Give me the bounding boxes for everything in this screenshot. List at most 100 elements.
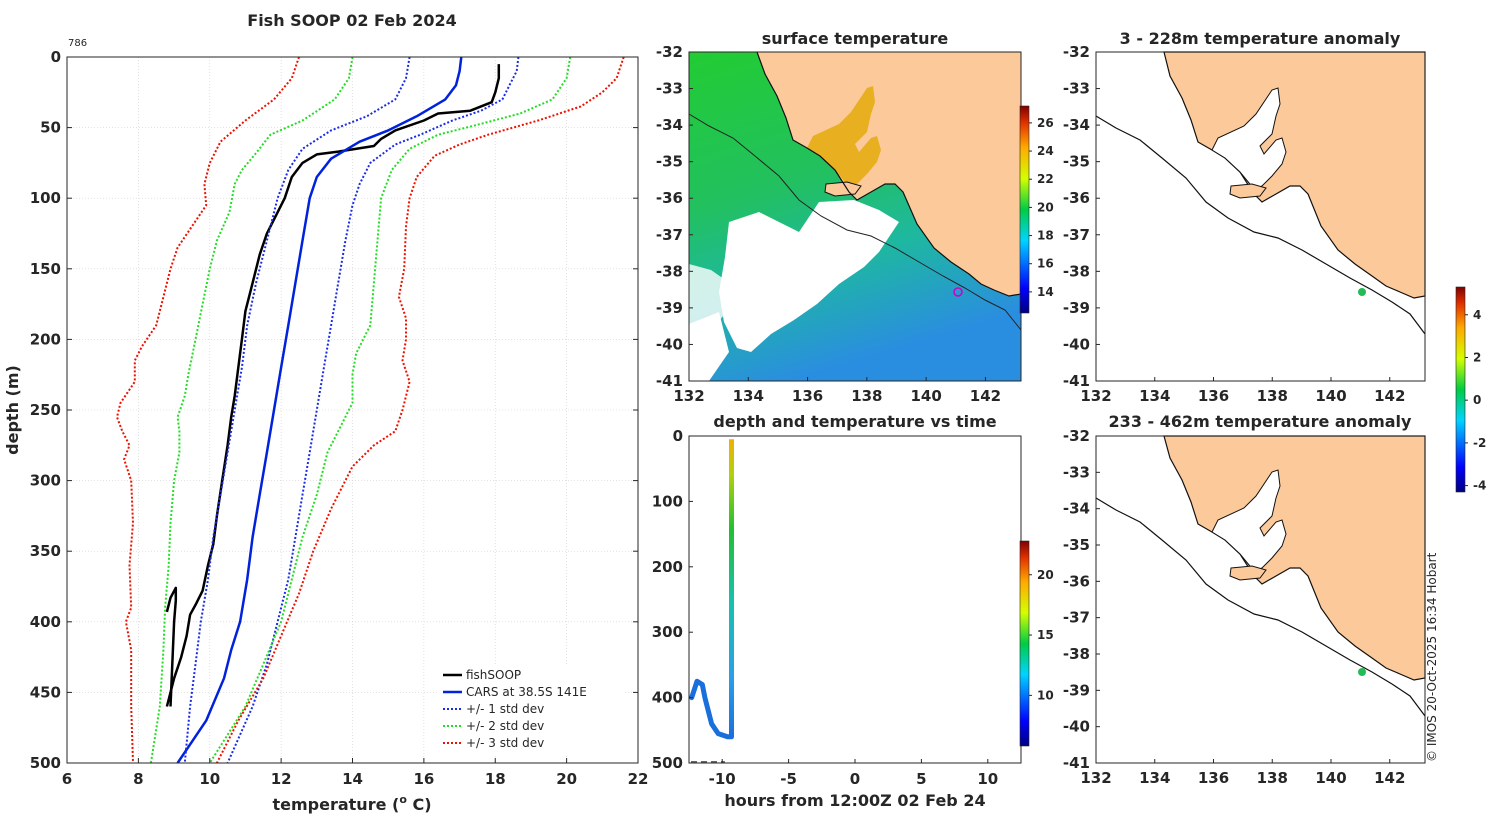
y-tick-label: 0 <box>673 427 683 445</box>
series--2-std-dev-6 <box>208 57 572 763</box>
anomaly1-land <box>1163 51 1426 299</box>
lat-tick-label: -33 <box>1063 463 1090 481</box>
time-colorbar-ticks: 10 15 20 <box>1029 568 1054 702</box>
x-tick-label: 16 <box>413 770 434 788</box>
lat-tick-label: -36 <box>656 189 683 207</box>
lon-tick-label: 132 <box>1080 387 1111 405</box>
x-tick-label: -10 <box>709 770 736 788</box>
profile-series <box>116 57 625 763</box>
lat-tick-label: -38 <box>1063 262 1090 280</box>
anomaly1-island <box>1229 183 1267 199</box>
lat-tick-label: -35 <box>656 153 683 171</box>
lat-tick-label: -40 <box>1063 718 1090 736</box>
colorbar-tick-label: -2 <box>1473 436 1486 450</box>
anomaly-map-shallow: 3 - 228m temperature anomaly 132 134 136 13… <box>1063 29 1426 405</box>
anomaly1-title: 3 - 228m temperature anomaly <box>1120 29 1401 48</box>
x-tick-label: -5 <box>780 770 797 788</box>
series--3-std-dev-8 <box>216 57 625 763</box>
lat-tick-label: -36 <box>1063 189 1090 207</box>
lon-tick-label: 138 <box>1257 769 1288 787</box>
y-tick-label: 100 <box>30 189 61 207</box>
anomaly-map-deep: 233 - 462m temperature anomaly 132 134 136… <box>1063 412 1426 787</box>
lat-tick-label: -41 <box>656 372 683 390</box>
colorbar-tick-label: 14 <box>1037 285 1054 299</box>
x-tick-label: 12 <box>271 770 292 788</box>
lat-tick-label: -40 <box>1063 335 1090 353</box>
colorbar-tick-label: 10 <box>1037 688 1054 702</box>
x-tick-label: 10 <box>199 770 220 788</box>
colorbar-tick-label: 22 <box>1037 172 1054 186</box>
x-tick-label: 14 <box>342 770 363 788</box>
sst-colorbar <box>1019 105 1030 314</box>
lat-tick-label: -32 <box>656 43 683 61</box>
lat-tick-label: -37 <box>656 226 683 244</box>
time-xlabel: hours from 12:00Z 02 Feb 24 <box>724 791 985 810</box>
lat-tick-label: -39 <box>1063 299 1090 317</box>
time-colorbar <box>1019 540 1030 747</box>
legend-std3: +/- 3 std dev <box>466 736 544 750</box>
lat-tick-label: -38 <box>656 262 683 280</box>
lon-tick-label: 136 <box>792 387 823 405</box>
x-tick-label: 18 <box>485 770 506 788</box>
profile-ticks: 6 8 10 12 14 16 18 20 22 0 50 100 150 200 250 300 350 400… <box>30 48 649 788</box>
sst-kangaroo-island <box>824 181 862 197</box>
time-trace <box>689 439 734 763</box>
lat-tick-label: -35 <box>1063 153 1090 171</box>
anomaly2-title: 233 - 462m temperature anomaly <box>1109 412 1412 431</box>
x-tick-label: 8 <box>133 770 143 788</box>
legend-std2: +/- 2 std dev <box>466 719 544 733</box>
colorbar-tick-label: 4 <box>1473 308 1481 322</box>
x-tick-label: 0 <box>850 770 860 788</box>
y-tick-label: 100 <box>652 492 683 510</box>
y-tick-label: 0 <box>51 48 61 66</box>
profile-xlabel: temperature (o C) <box>272 793 431 814</box>
colorbar-tick-label: 15 <box>1037 628 1054 642</box>
sst-contour <box>688 113 1022 331</box>
series--1-std-dev-4 <box>226 57 520 763</box>
series-fishsoop-0 <box>165 64 501 707</box>
profile-corner-label: 786 <box>68 38 87 49</box>
sst-colorbar-ticks: 14 16 18 20 22 24 26 <box>1029 116 1054 299</box>
sst-marker <box>953 287 963 297</box>
y-tick-label: 500 <box>30 754 61 772</box>
lat-tick-label: -32 <box>1063 43 1090 61</box>
lat-tick-label: -41 <box>1063 754 1090 772</box>
lon-tick-label: 134 <box>733 387 764 405</box>
series-cars-at-38-5s-141e-2 <box>176 57 463 763</box>
y-tick-label: 300 <box>30 472 61 490</box>
lon-tick-label: 132 <box>673 387 704 405</box>
colorbar-tick-label: 24 <box>1037 144 1054 158</box>
credit-text: © IMOS 20-Oct-2025 16:34 Hobart <box>1425 552 1439 762</box>
lon-tick-label: 140 <box>1315 769 1346 787</box>
legend-std1: +/- 1 std dev <box>466 702 544 716</box>
lat-tick-label: -33 <box>1063 80 1090 98</box>
profile-ylabel: depth (m) <box>3 365 22 455</box>
colorbar-tick-label: 20 <box>1037 568 1054 582</box>
y-tick-label: 250 <box>30 401 61 419</box>
profile-chart: Fish SOOP 02 Feb 2024 786 6 8 10 12 14 16 18 20… <box>3 11 648 814</box>
anomaly1-marker <box>1358 288 1366 296</box>
lon-tick-label: 132 <box>1080 769 1111 787</box>
profile-title: Fish SOOP 02 Feb 2024 <box>247 11 456 30</box>
lon-tick-label: 140 <box>1315 387 1346 405</box>
anomaly2-land <box>1163 435 1426 681</box>
anomaly2-island <box>1229 565 1267 581</box>
anomaly1-axes-box <box>1095 51 1426 382</box>
anomaly1-contour <box>1095 115 1426 335</box>
legend-cars: CARS at 38.5S 141E <box>466 685 587 699</box>
lon-tick-label: 138 <box>851 387 882 405</box>
lon-tick-label: 142 <box>970 387 1001 405</box>
series--1-std-dev-3 <box>183 57 411 763</box>
lat-tick-label: -37 <box>1063 609 1090 627</box>
lat-tick-label: -35 <box>1063 536 1090 554</box>
lon-tick-label: 140 <box>910 387 941 405</box>
x-tick-label: 20 <box>556 770 577 788</box>
colorbar-tick-label: 2 <box>1473 350 1481 364</box>
lat-tick-label: -34 <box>656 116 683 134</box>
x-tick-label: 5 <box>916 770 926 788</box>
sst-gulf-warm <box>807 86 881 187</box>
sst-coastline <box>756 51 1022 297</box>
series-fishsoop-1 <box>165 586 178 707</box>
